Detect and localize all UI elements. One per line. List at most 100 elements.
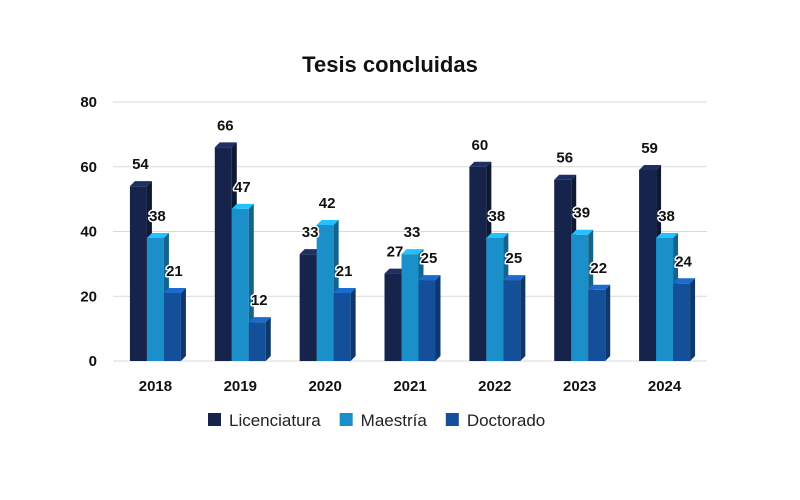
data-label: 42 [319,195,336,212]
bar-top [673,278,696,284]
bar [588,284,611,361]
x-tick-label: 2018 [139,378,172,395]
bar-top [486,232,509,238]
bar-side [265,317,271,361]
bar-top [469,161,492,167]
data-label: 66 [217,117,234,134]
bar-front [418,280,436,361]
data-label: 22 [590,260,607,277]
bar-front [503,280,521,361]
data-label: 21 [166,263,183,280]
bar-front [214,147,232,361]
bar [163,288,186,361]
legend-swatch [339,413,353,426]
bar-front [588,289,606,361]
bar-front [656,237,674,361]
data-label: 33 [302,224,319,241]
bar-top [231,203,254,209]
legend-swatch [445,413,459,426]
data-label: 47 [234,179,251,196]
data-label: 21 [336,263,353,280]
bar-top [129,181,152,187]
bar-front [469,166,487,361]
data-label: 56 [556,150,573,167]
bar-front [639,169,657,361]
bar [673,278,696,361]
legend-label: Licenciatura [229,411,321,430]
data-label: 59 [641,140,658,157]
data-label: 25 [506,250,523,267]
legend-item: Doctorado [445,411,545,430]
bar-side [605,284,611,361]
bar-top [554,174,577,180]
y-tick-label: 0 [89,353,97,370]
legend: Licenciatura Maestría Doctorado [208,411,545,430]
y-axis: 0 20 40 60 80 [80,94,97,370]
data-label: 38 [658,208,675,225]
bar [418,275,441,361]
x-tick-label: 2021 [393,378,426,395]
bar-top [418,275,441,281]
bar-top [588,284,611,290]
bar-front [231,208,249,361]
data-label: 25 [421,250,438,267]
bar-side [690,278,696,361]
bar-top [571,229,594,235]
legend-item: Licenciatura [208,411,321,430]
bar-front [571,234,589,361]
bar-front [673,283,691,361]
chart-title: Tesis concluidas [302,52,478,77]
bar-top [656,232,679,238]
bar-front [146,237,164,361]
bar-top [384,268,407,274]
y-tick-label: 20 [80,288,97,305]
data-label: 54 [132,156,149,173]
bar-front [248,322,266,361]
bar-top [401,249,424,255]
bar-top [214,142,237,148]
y-tick-label: 60 [80,159,97,176]
x-tick-label: 2019 [224,378,257,395]
bar-top [639,164,662,170]
data-label: 39 [573,205,590,222]
bar-top [248,317,271,323]
x-tick-label: 2023 [563,378,596,395]
legend-swatch [208,413,221,426]
data-label: 12 [251,292,268,309]
bar-top [316,220,339,226]
bar-top [299,249,322,255]
bar [248,317,271,361]
bar-front [486,237,504,361]
x-tick-label: 2022 [478,378,511,395]
data-label: 38 [489,208,506,225]
x-tick-label: 2020 [308,378,341,395]
bar-front [129,186,147,361]
x-axis: 2018 2019 2020 2021 2022 2023 2024 [139,378,682,395]
bar-front [333,293,351,361]
bar-front [299,254,317,361]
legend-label: Maestría [361,411,428,430]
bar-front [163,293,181,361]
bar-front [384,273,402,361]
bar-side [180,288,186,361]
data-label: 24 [675,253,692,270]
bar [503,275,526,361]
bar-top [146,232,169,238]
bar-front [316,225,334,361]
data-label: 33 [404,224,421,241]
bar-top [503,275,526,281]
legend-item: Maestría [339,411,428,430]
bar-top [333,288,356,294]
bar [333,288,356,361]
y-tick-label: 80 [80,94,97,111]
bar-top [163,288,186,294]
x-tick-label: 2024 [648,378,682,395]
legend-label: Doctorado [467,411,545,430]
bar-side [520,275,526,361]
bar-front [554,179,572,361]
data-label: 27 [387,244,404,261]
data-label: 38 [149,208,166,225]
bar-side [350,288,356,361]
bars [129,142,696,361]
bar-side [435,275,441,361]
